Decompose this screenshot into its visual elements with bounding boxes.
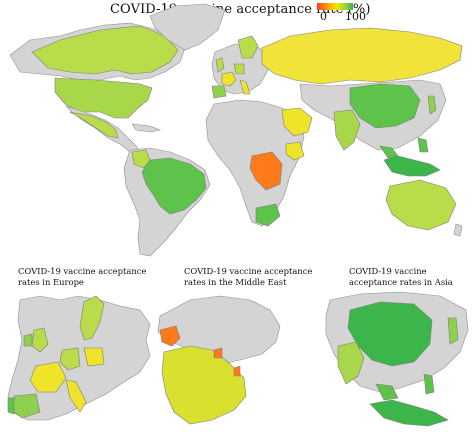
europe-inset-uk [31,327,49,353]
europe-inset-portugal [7,397,15,415]
middle-east-inset-qatar [233,365,241,377]
middle-east-inset-title: COVID-19 vaccine acceptance rates in the… [184,266,313,287]
country-canada [31,25,179,75]
europe-inset-germany [59,347,81,371]
asia-inset-title: COVID-19 vaccine acceptance rates in Asi… [349,266,453,287]
country-ethiopia [285,141,305,161]
country-india [333,109,361,151]
country-usa [54,77,153,119]
asia-inset-india [337,341,365,385]
europe-inset-ireland [23,333,33,347]
middle-east-inset-saudi-arabia [161,345,247,425]
europe-inset-map [7,295,151,421]
country-japan [427,95,437,115]
middle-east-inset-kuwait [213,347,223,359]
legend-max-label: 100 [345,10,366,23]
region-greenland [149,3,226,51]
europe-inset-poland [83,347,105,367]
country-china [349,83,421,129]
europe-inset-italy [65,379,87,413]
country-drc [249,151,283,191]
europe-inset-title: COVID-19 vaccine acceptance rates in Eur… [18,266,147,287]
legend-min-label: 0 [320,10,327,23]
europe-inset-norway-sweden [79,295,105,341]
world-map [9,3,463,257]
country-australia [385,179,457,231]
middle-east-inset-levant [159,325,181,347]
country-brazil [141,157,207,215]
country-russia [261,27,463,85]
country-saudi-arabia [281,107,313,137]
country-indonesia [383,155,441,177]
country-germany [233,63,245,75]
asia-inset-map [325,291,469,427]
country-colombia [131,149,151,169]
asia-inset-philippines [423,373,435,395]
middle-east-inset-map [157,295,281,425]
region-new-zealand [453,223,463,237]
region-caribbean [131,123,162,133]
country-france [221,71,237,87]
country-italy [239,79,251,95]
country-mexico [69,111,119,139]
country-spain [211,85,227,99]
europe-inset-france [29,361,67,393]
asia-inset-japan [447,317,459,345]
legend-color-bar [317,3,353,10]
country-philippines [417,137,429,153]
country-malaysia [379,145,399,159]
asia-inset-china [347,301,433,367]
country-south-africa [255,203,281,227]
asia-inset-malaysia [375,383,399,401]
country-scandinavia [237,35,259,59]
country-uk [215,57,225,73]
asia-inset-indonesia [369,399,449,427]
